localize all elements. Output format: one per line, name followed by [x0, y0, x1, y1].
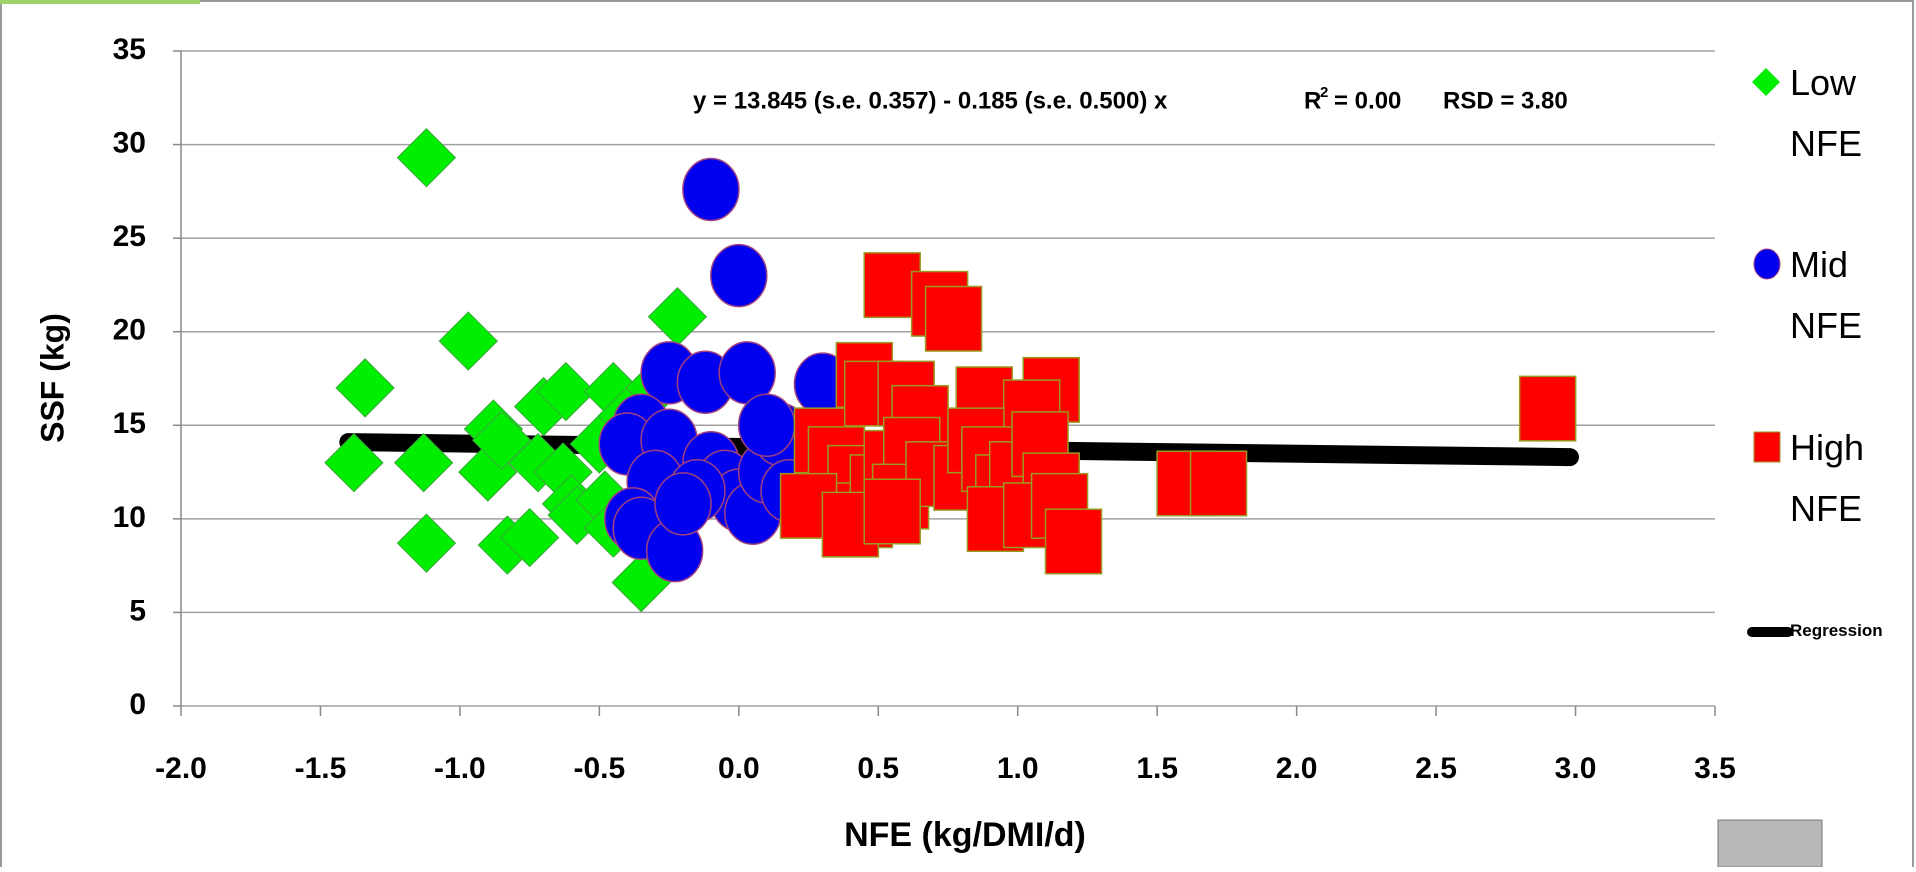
x-tick-label: 0.0	[718, 752, 760, 785]
point	[439, 312, 497, 370]
point	[397, 514, 455, 572]
legend-label: High NFE	[1790, 417, 1870, 539]
point	[1046, 509, 1102, 574]
legend-marker	[1754, 432, 1780, 462]
r2-superscript: 2	[1320, 84, 1328, 101]
y-tick-label: 5	[129, 594, 146, 627]
x-tick-label: -0.5	[574, 752, 626, 785]
legend-icon	[1752, 68, 1780, 96]
r2-value: = 0.00	[1334, 87, 1401, 114]
chart: y = 13.845 (s.e. 0.357) - 0.185 (s.e. 0.…	[0, 0, 1916, 867]
screenshot: y = 13.845 (s.e. 0.357) - 0.185 (s.e. 0.…	[0, 0, 1916, 867]
x-tick-label: -1.0	[434, 752, 486, 785]
x-tick-label: 2.0	[1276, 752, 1318, 785]
tab-strip	[0, 0, 200, 4]
x-tick-label: 1.5	[1136, 752, 1178, 785]
y-tick-label: 20	[113, 314, 146, 347]
point	[1191, 451, 1247, 516]
point	[655, 473, 711, 535]
point	[336, 359, 394, 417]
point	[739, 394, 795, 456]
y-tick-label: 0	[129, 688, 146, 721]
equation: y = 13.845 (s.e. 0.357) - 0.185 (s.e. 0.…	[693, 87, 1168, 114]
y-tick-label: 10	[113, 501, 146, 534]
y-tick-label: 15	[113, 407, 146, 440]
legend-icon	[1754, 249, 1780, 279]
y-tick-label: 30	[113, 126, 146, 159]
point	[683, 158, 739, 220]
x-tick-label: -2.0	[155, 752, 207, 785]
x-tick-label: -1.5	[295, 752, 347, 785]
y-tick-label: 35	[113, 33, 146, 66]
point	[1520, 376, 1576, 441]
legend-icon	[1754, 432, 1780, 462]
x-tick-label: 2.5	[1415, 752, 1457, 785]
x-tick-label: 0.5	[857, 752, 899, 785]
rsd: RSD = 3.80	[1443, 87, 1568, 114]
x-tick-label: 3.0	[1555, 752, 1597, 785]
point	[711, 245, 767, 307]
r2-symbol: R	[1304, 87, 1321, 114]
y-tick-label: 25	[113, 220, 146, 253]
x-axis-label: NFE (kg/DMI/d)	[844, 816, 1086, 854]
x-tick-label: 1.0	[997, 752, 1039, 785]
legend-label: Low NFE	[1790, 52, 1870, 174]
legend-label: Regression	[1790, 621, 1883, 641]
legend-marker	[1752, 68, 1780, 96]
point	[397, 129, 455, 187]
point	[648, 288, 706, 346]
point	[864, 479, 920, 544]
thumbnail	[1718, 820, 1822, 867]
legend-marker	[1754, 249, 1780, 279]
x-tick-label: 3.5	[1694, 752, 1736, 785]
point	[926, 287, 982, 352]
legend-label: Mid NFE	[1790, 234, 1870, 356]
plot-area	[325, 129, 1576, 612]
y-axis-label: SSF (kg)	[34, 313, 70, 443]
